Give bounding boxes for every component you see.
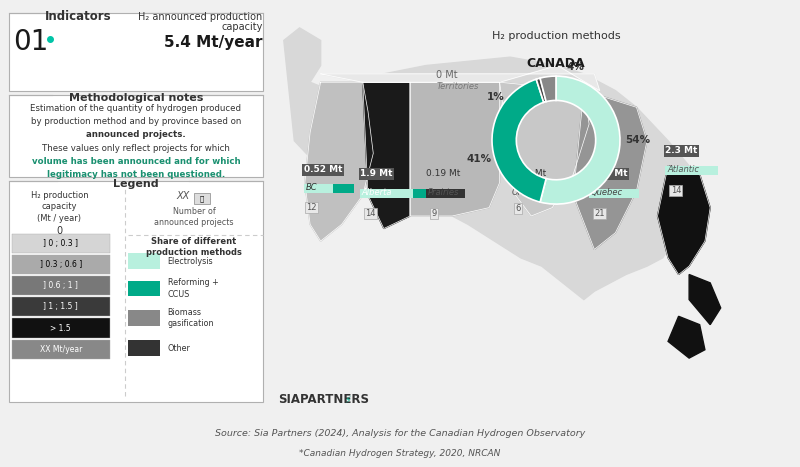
Text: 0.52 Mt: 0.52 Mt bbox=[304, 165, 342, 174]
Text: Number of
announced projects: Number of announced projects bbox=[154, 206, 234, 227]
Text: 14: 14 bbox=[670, 186, 681, 195]
Polygon shape bbox=[658, 166, 710, 275]
Wedge shape bbox=[540, 76, 620, 204]
Bar bbox=[304, 184, 333, 193]
Text: legitimacy has not been questioned.: legitimacy has not been questioned. bbox=[47, 170, 225, 179]
Text: 0.45 Mt: 0.45 Mt bbox=[589, 170, 628, 178]
Bar bbox=[12, 276, 110, 295]
Bar bbox=[666, 166, 718, 176]
Text: Ontario: Ontario bbox=[512, 188, 543, 197]
Text: Biomass
gasification: Biomass gasification bbox=[168, 308, 214, 328]
Polygon shape bbox=[321, 65, 600, 91]
Text: CANADA: CANADA bbox=[526, 57, 586, 70]
Text: Territories: Territories bbox=[437, 82, 479, 91]
Bar bbox=[128, 311, 160, 326]
Text: 6: 6 bbox=[515, 204, 521, 213]
Text: Indicators: Indicators bbox=[45, 10, 111, 23]
Text: Estimation of the quantity of hydrogen produced: Estimation of the quantity of hydrogen p… bbox=[30, 104, 242, 113]
FancyBboxPatch shape bbox=[10, 95, 262, 177]
Text: XX Mt/year: XX Mt/year bbox=[39, 345, 82, 354]
Bar bbox=[128, 281, 160, 297]
Text: Atlantic: Atlantic bbox=[667, 164, 699, 174]
Text: Other: Other bbox=[168, 344, 190, 353]
Text: ⚡: ⚡ bbox=[344, 395, 351, 405]
Polygon shape bbox=[689, 275, 721, 325]
Text: BC: BC bbox=[306, 183, 317, 192]
Bar bbox=[12, 255, 110, 274]
Text: 0.19 Mt: 0.19 Mt bbox=[426, 170, 460, 178]
Polygon shape bbox=[305, 82, 374, 241]
Polygon shape bbox=[362, 82, 410, 228]
Bar bbox=[128, 254, 160, 269]
Text: ] 0.6 ; 1 ]: ] 0.6 ; 1 ] bbox=[43, 281, 78, 290]
Text: announced projects.: announced projects. bbox=[86, 130, 186, 139]
Text: H₂ production
capacity
(Mt / year): H₂ production capacity (Mt / year) bbox=[30, 191, 88, 223]
Text: 0: 0 bbox=[56, 226, 62, 236]
Text: by production method and by province based on: by production method and by province bas… bbox=[31, 117, 241, 126]
Wedge shape bbox=[492, 79, 546, 202]
Text: XX: XX bbox=[177, 191, 190, 201]
Polygon shape bbox=[284, 28, 689, 300]
Text: > 1.5: > 1.5 bbox=[50, 324, 71, 333]
Text: Reforming +
CCUS: Reforming + CCUS bbox=[168, 278, 218, 298]
Text: 5.4 Mt/year: 5.4 Mt/year bbox=[164, 35, 262, 50]
FancyBboxPatch shape bbox=[10, 13, 262, 91]
Text: ] 0.3 ; 0.6 ]: ] 0.3 ; 0.6 ] bbox=[40, 260, 82, 269]
Bar bbox=[12, 297, 110, 317]
FancyBboxPatch shape bbox=[10, 181, 262, 402]
Text: H₂ production methods: H₂ production methods bbox=[492, 31, 620, 42]
Bar bbox=[194, 193, 210, 204]
Text: Legend: Legend bbox=[113, 179, 159, 189]
Bar bbox=[128, 340, 160, 356]
Text: 4%: 4% bbox=[566, 62, 584, 71]
Text: 41%: 41% bbox=[466, 154, 492, 164]
Text: 14: 14 bbox=[366, 209, 376, 218]
Polygon shape bbox=[668, 316, 705, 358]
Text: ] 0 ; 0.3 ]: ] 0 ; 0.3 ] bbox=[43, 239, 78, 248]
Text: H₂ announced production: H₂ announced production bbox=[138, 12, 262, 22]
Wedge shape bbox=[536, 78, 546, 102]
Polygon shape bbox=[410, 82, 500, 216]
Text: 2.3 Mt: 2.3 Mt bbox=[666, 146, 698, 156]
Bar bbox=[589, 189, 639, 198]
Bar bbox=[12, 234, 110, 253]
Text: volume has been announced and for which: volume has been announced and for which bbox=[32, 157, 240, 166]
Text: Electrolysis: Electrolysis bbox=[168, 257, 214, 266]
Text: These values only reflect projects for which: These values only reflect projects for w… bbox=[42, 143, 230, 153]
Bar bbox=[360, 189, 413, 198]
Text: 📊: 📊 bbox=[200, 195, 204, 202]
Text: 12: 12 bbox=[306, 203, 317, 212]
Bar bbox=[333, 184, 354, 193]
Bar bbox=[12, 340, 110, 359]
Text: 1.9 Mt: 1.9 Mt bbox=[360, 170, 393, 178]
Text: Quebec: Quebec bbox=[590, 188, 623, 197]
Bar bbox=[413, 189, 447, 198]
Text: capacity: capacity bbox=[222, 22, 262, 32]
Text: 21: 21 bbox=[594, 209, 605, 218]
Bar bbox=[426, 189, 466, 198]
Text: Methodological notes: Methodological notes bbox=[69, 93, 203, 103]
Wedge shape bbox=[540, 76, 556, 102]
Text: 9: 9 bbox=[431, 209, 437, 218]
Text: <0.1 Mt: <0.1 Mt bbox=[510, 170, 546, 178]
Polygon shape bbox=[574, 91, 647, 249]
Polygon shape bbox=[500, 82, 589, 216]
Text: Alberta: Alberta bbox=[362, 188, 392, 197]
Text: ] 1 ; 1.5 ]: ] 1 ; 1.5 ] bbox=[43, 302, 78, 311]
Text: Prairies: Prairies bbox=[427, 188, 459, 197]
Text: Share of different
production methods: Share of different production methods bbox=[146, 237, 242, 257]
Text: Source: Sia Partners (2024), Analysis for the Canadian Hydrogen Observatory: Source: Sia Partners (2024), Analysis fo… bbox=[215, 429, 585, 438]
Text: SIAPARTNERS: SIAPARTNERS bbox=[278, 393, 370, 406]
Text: 1%: 1% bbox=[486, 92, 504, 102]
Text: *Canadian Hydrogen Strategy, 2020, NRCAN: *Canadian Hydrogen Strategy, 2020, NRCAN bbox=[299, 449, 501, 459]
Text: 54%: 54% bbox=[626, 135, 650, 145]
Bar bbox=[12, 318, 110, 338]
Text: 01: 01 bbox=[13, 28, 48, 56]
Text: 0 Mt: 0 Mt bbox=[437, 70, 458, 80]
